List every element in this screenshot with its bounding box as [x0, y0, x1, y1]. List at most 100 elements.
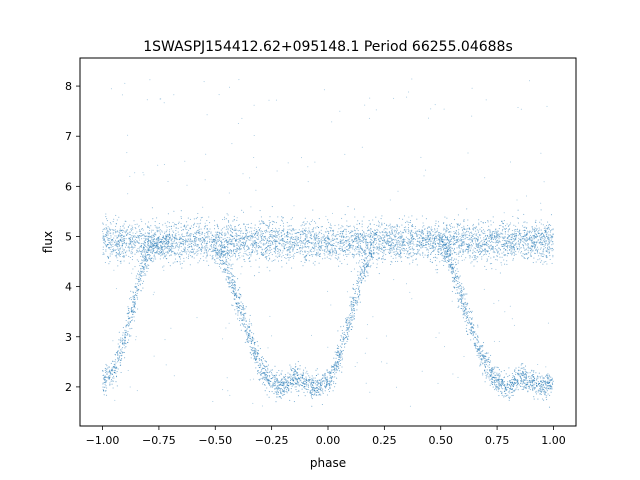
- data-point: [385, 249, 387, 251]
- data-point: [200, 258, 202, 260]
- data-point: [190, 242, 192, 245]
- data-point: [289, 247, 291, 249]
- data-point: [489, 263, 491, 265]
- data-point: [316, 234, 318, 236]
- data-point: [105, 232, 108, 234]
- data-point: [489, 231, 491, 233]
- data-point: [129, 239, 131, 241]
- data-point: [456, 247, 458, 249]
- data-point: [387, 242, 389, 244]
- data-point: [263, 230, 266, 232]
- data-point: [508, 242, 510, 244]
- data-point: [526, 240, 529, 242]
- data-point: [130, 228, 132, 230]
- data-point: [479, 250, 481, 252]
- data-point: [463, 242, 465, 244]
- data-point: [269, 258, 271, 260]
- data-point: [332, 237, 334, 239]
- data-point: [131, 238, 133, 240]
- data-point: [436, 235, 438, 237]
- data-point: [206, 228, 208, 230]
- data-point: [314, 261, 316, 263]
- data-point: [330, 258, 332, 260]
- data-point: [217, 226, 219, 228]
- data-point: [118, 216, 120, 218]
- data-point: [534, 247, 536, 249]
- data-point: [233, 243, 235, 245]
- data-point: [221, 231, 223, 233]
- data-point: [538, 242, 540, 244]
- data-point: [466, 228, 468, 230]
- data-point: [515, 238, 517, 240]
- data-point: [117, 248, 119, 250]
- data-point: [524, 249, 526, 251]
- data-point: [162, 254, 164, 256]
- data-point: [168, 261, 170, 264]
- data-point: [329, 242, 331, 244]
- data-point: [309, 234, 312, 237]
- data-point: [165, 247, 167, 249]
- data-point: [281, 220, 284, 222]
- data-point: [481, 230, 483, 232]
- data-point: [105, 226, 107, 229]
- data-point: [328, 226, 330, 228]
- data-point: [163, 243, 165, 245]
- data-point: [252, 251, 254, 253]
- data-point: [434, 240, 436, 243]
- data-point: [203, 247, 205, 249]
- data-point: [489, 241, 491, 244]
- data-point: [198, 260, 200, 262]
- data-point: [152, 218, 154, 220]
- data-point: [321, 226, 323, 228]
- data-point: [106, 234, 108, 236]
- data-point: [373, 234, 375, 236]
- data-point: [462, 249, 464, 251]
- data-point: [547, 237, 549, 240]
- data-point: [395, 232, 397, 234]
- data-point: [548, 243, 550, 245]
- data-point: [549, 241, 551, 243]
- data-point: [132, 227, 134, 229]
- data-point: [155, 250, 158, 252]
- data-point: [502, 223, 504, 225]
- data-point: [477, 231, 479, 233]
- data-point: [186, 240, 188, 242]
- data-point: [429, 236, 431, 238]
- data-point: [506, 263, 508, 265]
- data-point: [356, 246, 358, 248]
- data-point: [278, 229, 281, 231]
- data-point: [348, 247, 350, 249]
- data-point: [142, 251, 144, 253]
- data-point: [384, 249, 386, 251]
- data-point: [170, 254, 172, 256]
- data-point: [490, 239, 492, 241]
- data-point: [184, 242, 186, 244]
- data-point: [167, 221, 169, 223]
- data-point: [165, 243, 167, 245]
- data-point: [235, 239, 237, 242]
- data-point: [166, 246, 168, 248]
- data-point: [381, 245, 383, 247]
- data-point: [389, 233, 391, 235]
- data-point: [278, 230, 280, 232]
- data-point: [548, 238, 550, 240]
- data-point: [348, 253, 350, 255]
- data-point: [285, 241, 287, 243]
- data-point: [363, 233, 365, 235]
- data-point: [450, 225, 452, 227]
- data-point: [357, 235, 359, 237]
- data-point: [194, 222, 196, 224]
- data-point: [474, 238, 476, 240]
- data-point: [303, 230, 305, 232]
- data-point: [268, 245, 270, 247]
- data-point: [312, 247, 314, 249]
- data-point: [139, 232, 141, 234]
- data-point: [493, 231, 495, 233]
- data-point: [384, 258, 386, 260]
- data-point: [313, 237, 315, 239]
- data-point: [485, 244, 487, 246]
- data-point: [154, 252, 156, 254]
- data-point: [455, 253, 457, 255]
- data-point: [108, 230, 110, 232]
- data-point: [534, 238, 536, 240]
